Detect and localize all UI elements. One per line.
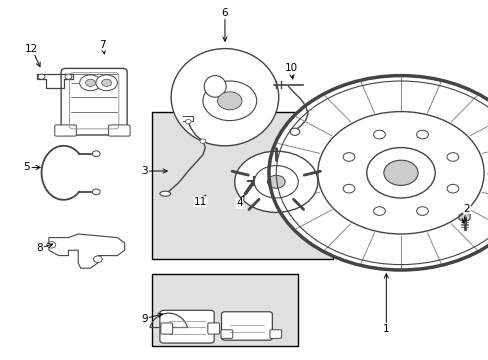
Circle shape (373, 130, 385, 139)
Text: 8: 8 (36, 243, 52, 253)
Circle shape (317, 112, 483, 234)
Text: 2: 2 (461, 204, 469, 223)
Text: 4: 4 (236, 195, 244, 208)
Circle shape (92, 189, 100, 195)
Circle shape (267, 175, 285, 188)
Text: 7: 7 (99, 40, 106, 54)
Circle shape (200, 139, 205, 143)
Circle shape (446, 153, 458, 161)
Circle shape (446, 184, 458, 193)
Text: 9: 9 (141, 313, 162, 324)
Circle shape (383, 160, 417, 185)
Circle shape (268, 76, 488, 270)
Circle shape (92, 151, 100, 157)
Circle shape (289, 128, 299, 135)
Circle shape (102, 79, 111, 86)
Text: 3: 3 (141, 166, 167, 176)
Circle shape (203, 81, 256, 121)
Circle shape (416, 130, 427, 139)
Text: 6: 6 (221, 8, 228, 41)
FancyBboxPatch shape (269, 330, 281, 338)
Polygon shape (49, 234, 124, 268)
FancyBboxPatch shape (108, 125, 130, 136)
FancyBboxPatch shape (221, 330, 232, 338)
Bar (151, 112, 332, 259)
Circle shape (416, 207, 427, 215)
Circle shape (366, 148, 434, 198)
Circle shape (234, 151, 317, 212)
Bar (151, 274, 298, 346)
Circle shape (38, 74, 45, 79)
FancyBboxPatch shape (221, 312, 272, 340)
Circle shape (343, 184, 354, 193)
FancyBboxPatch shape (160, 310, 214, 343)
FancyBboxPatch shape (61, 68, 127, 135)
Circle shape (65, 74, 72, 79)
Text: 11: 11 (193, 195, 207, 207)
Circle shape (47, 242, 56, 248)
Ellipse shape (204, 76, 225, 97)
Text: 5: 5 (23, 162, 40, 172)
Circle shape (373, 207, 385, 215)
Ellipse shape (171, 49, 278, 146)
Circle shape (85, 79, 95, 86)
FancyBboxPatch shape (207, 323, 219, 334)
Circle shape (217, 92, 242, 110)
Circle shape (80, 75, 101, 91)
Circle shape (254, 166, 298, 198)
Text: 10: 10 (284, 63, 297, 79)
Circle shape (185, 120, 191, 124)
Circle shape (93, 256, 102, 262)
Circle shape (343, 153, 354, 161)
Text: 12: 12 (25, 44, 40, 67)
Polygon shape (458, 212, 469, 222)
Circle shape (96, 75, 117, 91)
FancyBboxPatch shape (161, 323, 172, 334)
FancyBboxPatch shape (55, 125, 76, 136)
Ellipse shape (160, 191, 170, 196)
Text: 1: 1 (382, 274, 389, 334)
